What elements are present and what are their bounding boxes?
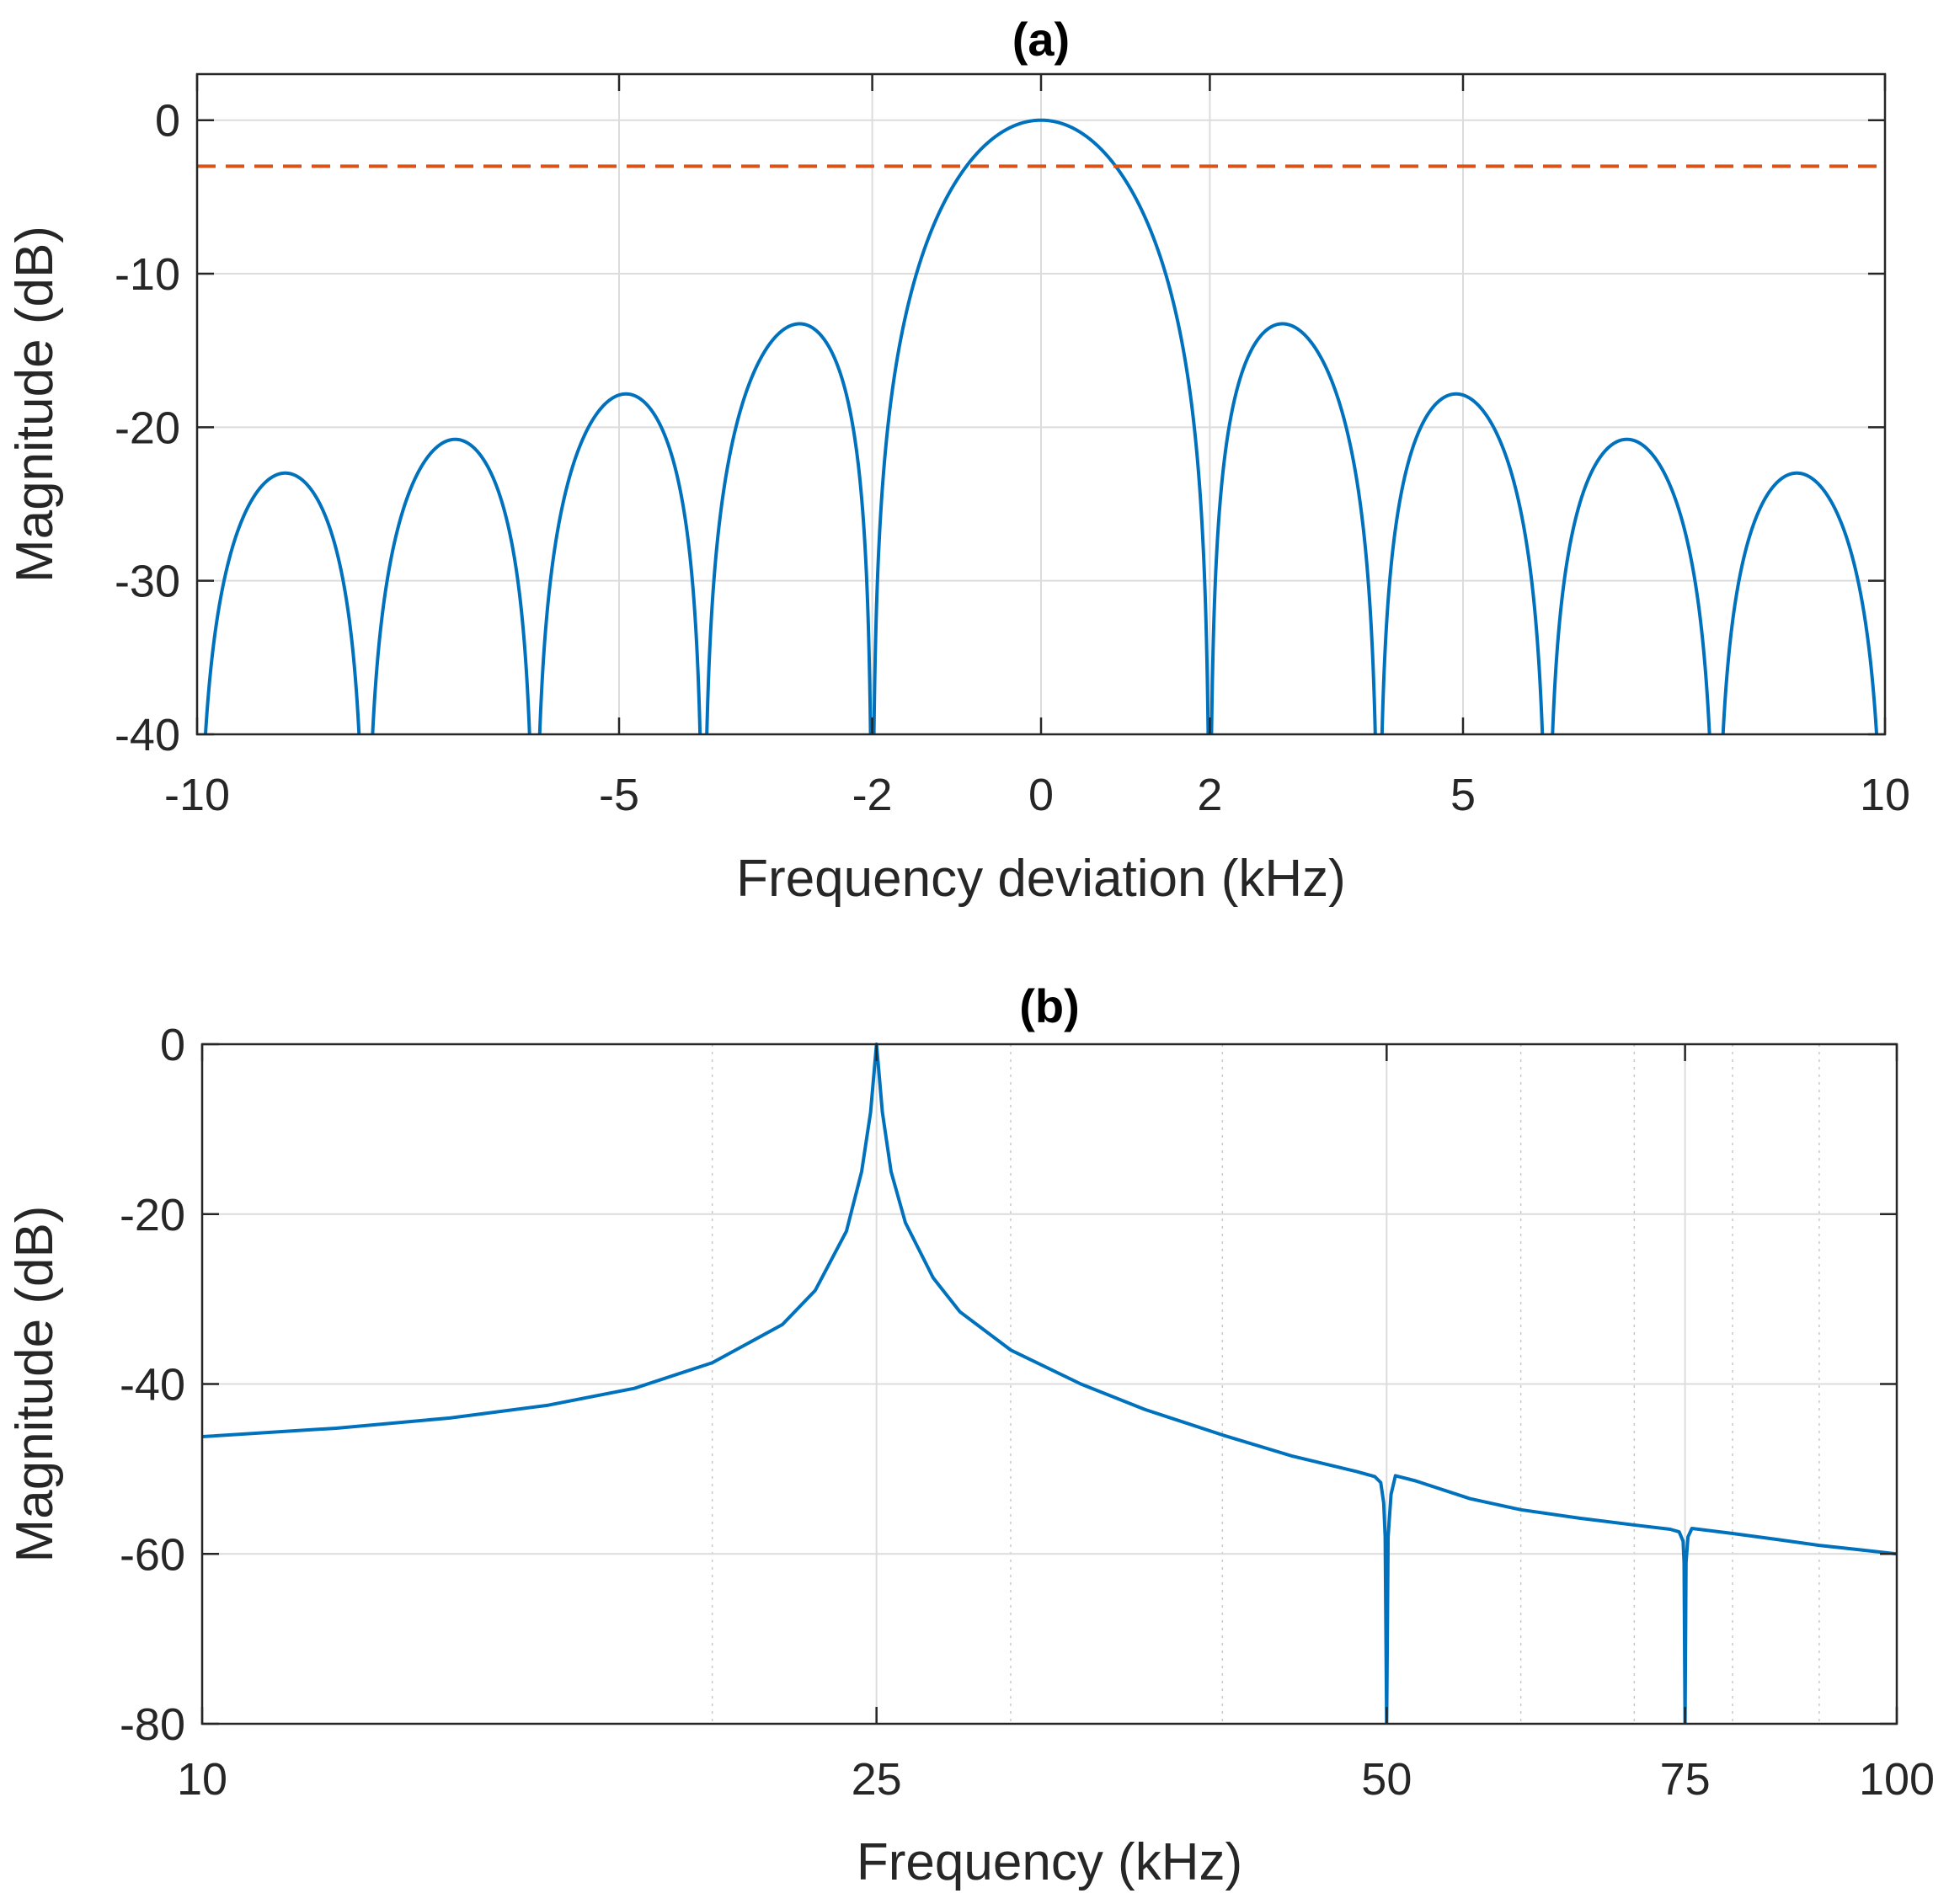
y-tick-label: -40 <box>120 1360 185 1411</box>
panel-a: -10 -5 -2 0 2 5 10-40-30-20-100(a)Frequency de… <box>6 13 1910 908</box>
series-group <box>202 1043 1897 1724</box>
x-tick-label: 10 <box>177 1754 227 1805</box>
filter-response-line <box>202 1043 1897 1724</box>
y-tick-label: -10 <box>115 249 180 300</box>
y-tick-label: -20 <box>115 403 180 453</box>
y-tick-label: -80 <box>120 1699 185 1750</box>
x-tick-label: 100 <box>1859 1754 1935 1805</box>
x-tick-label: 50 <box>1361 1754 1412 1805</box>
x-tick-label: 5 <box>1450 770 1476 820</box>
y-axis-label: Magnitude (dB) <box>6 226 64 583</box>
x-axis-label: Frequency (kHz) <box>857 1833 1242 1891</box>
y-tick-label: 0 <box>155 96 180 147</box>
y-tick-label: -40 <box>115 710 180 760</box>
y-tick-label: -20 <box>120 1190 185 1240</box>
y-tick-label: -30 <box>115 557 180 607</box>
panel-title: (b) <box>1019 979 1080 1032</box>
x-tick-label: -10 <box>164 770 230 820</box>
x-axis-label: Frequency deviation (kHz) <box>736 850 1346 908</box>
sinc-response-line <box>203 118 1879 734</box>
y-axis-label: Magnitude (dB) <box>6 1206 64 1563</box>
x-tick-label: 0 <box>1028 770 1054 820</box>
series-group <box>197 118 1885 734</box>
x-tick-label: -2 <box>852 770 893 820</box>
panel-b: 10 25 50 75 100 -80 -60 -40 -20 0 (b) Frequency (kH… <box>6 979 1935 1891</box>
x-tick-label: 10 <box>1860 770 1910 820</box>
x-tick-label: 75 <box>1660 1754 1711 1805</box>
x-tick-label: 25 <box>852 1754 902 1805</box>
y-tick-label: -60 <box>120 1529 185 1580</box>
panel-title: (a) <box>1012 13 1070 66</box>
x-tick-label: -5 <box>599 770 639 820</box>
y-tick-label: 0 <box>160 1020 185 1070</box>
x-tick-label: 2 <box>1197 770 1222 820</box>
